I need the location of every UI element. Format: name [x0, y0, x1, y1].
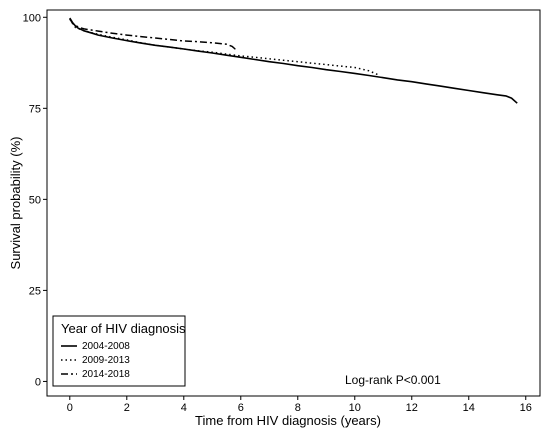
legend: Year of HIV diagnosis 2004-2008 2009-2013…	[52, 315, 186, 387]
x-tick-label: 4	[181, 402, 187, 414]
legend-title: Year of HIV diagnosis	[61, 321, 186, 336]
x-tick-label: 8	[295, 402, 301, 414]
x-tick-label: 12	[406, 402, 418, 414]
y-tick-label: 0	[35, 376, 41, 388]
series-layer	[69, 17, 518, 104]
y-axis-ticks: 0 25 50 75 100	[23, 12, 47, 388]
x-axis-ticks: 0 2 4 6 8 10 12 14 16	[67, 396, 532, 414]
y-axis-title: Survival probability (%)	[8, 137, 23, 270]
log-rank-annotation: Log-rank P<0.001	[345, 373, 441, 387]
x-axis-title: Time from HIV diagnosis (years)	[195, 413, 381, 428]
y-tick-label: 50	[29, 194, 41, 206]
x-tick-label: 14	[463, 402, 475, 414]
y-tick-label: 75	[29, 103, 41, 115]
y-tick-label: 100	[23, 12, 41, 24]
legend-label: 2009-2013	[82, 355, 130, 366]
series-line-2004-2008	[69, 17, 518, 104]
x-tick-label: 6	[238, 402, 244, 414]
x-tick-label: 10	[349, 402, 361, 414]
y-tick-label: 25	[29, 285, 41, 297]
legend-entries: 2004-2008 2009-2013 2014-2018	[61, 341, 130, 380]
x-tick-label: 16	[520, 402, 532, 414]
x-tick-label: 0	[67, 402, 73, 414]
series-line-2009-2013	[69, 18, 378, 76]
series-line-2014-2018	[69, 18, 239, 52]
plot-panel	[46, 9, 541, 397]
legend-label: 2004-2008	[82, 341, 130, 352]
legend-box	[52, 315, 186, 387]
x-tick-label: 2	[124, 402, 130, 414]
legend-label: 2014-2018	[82, 369, 130, 380]
